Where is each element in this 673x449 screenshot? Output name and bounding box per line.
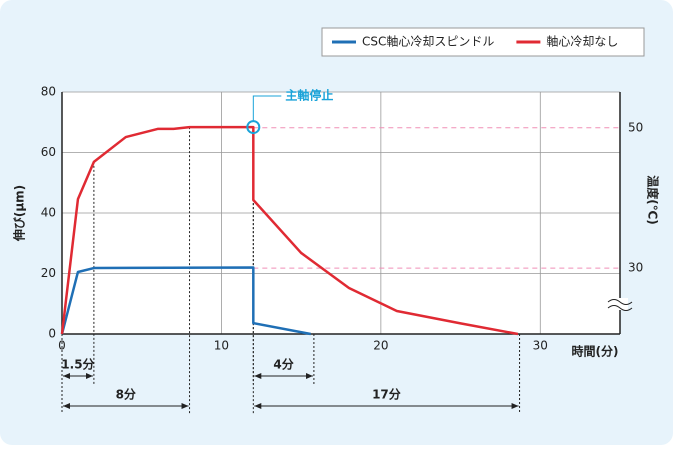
span-label: 8分 [116, 387, 136, 402]
x-tick-label: 10 [214, 339, 229, 353]
y2-tick-label: 50 [628, 120, 643, 134]
y-tick-label: 20 [41, 266, 56, 280]
legend [321, 27, 645, 57]
y2-axis-label: 温度(℃) [646, 175, 661, 225]
y-axis-label: 伸び(μm) [12, 185, 27, 242]
y-tick-label: 80 [41, 85, 56, 99]
y2-tick-label: 30 [628, 261, 643, 275]
legend-box [321, 27, 645, 57]
span-label: 4分 [273, 357, 293, 372]
y-tick-label: 40 [41, 206, 56, 220]
x-tick-label: 20 [373, 339, 388, 353]
series-line [60, 266, 311, 336]
x-tick-label: 30 [533, 339, 548, 353]
series-line [60, 125, 519, 336]
x-tick-label: 0 [58, 339, 66, 353]
axis-break [607, 299, 633, 311]
legend-label: CSC軸心冷却スピンドル [362, 35, 494, 49]
y-tick-label: 0 [48, 327, 56, 341]
axis-break-gap [612, 298, 628, 310]
x-axis-label: 時間(分) [572, 344, 619, 359]
span-label: 1.5分 [61, 357, 94, 372]
span-label: 17分 [372, 387, 401, 402]
y-tick-label: 60 [41, 145, 56, 159]
legend-label: 軸心冷却なし [546, 35, 618, 49]
annotation-text: 主軸停止 [285, 88, 333, 103]
annotation-leader [252, 95, 282, 122]
